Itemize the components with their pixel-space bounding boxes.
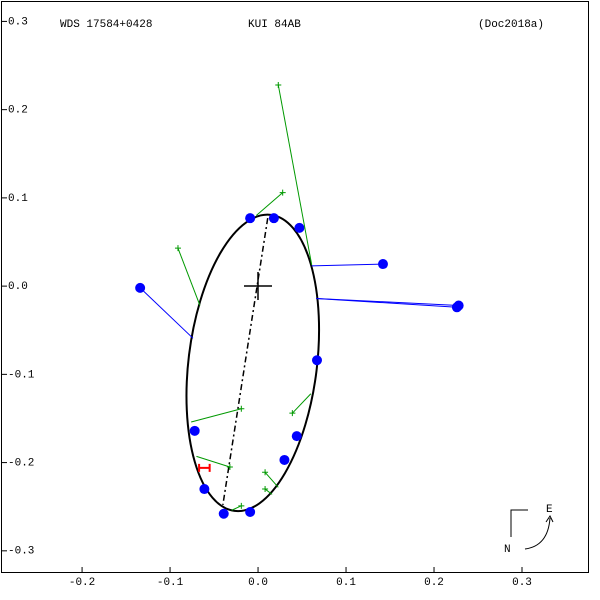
observation [291,431,302,442]
observation [262,469,269,476]
observation [199,484,210,495]
observation [294,222,305,233]
observation [451,302,462,313]
observation [238,502,245,509]
observation [226,464,233,470]
y-tick-label: -0.2 [8,457,34,469]
x-tick-label: -0.2 [69,577,95,589]
observation [174,245,181,252]
residual-line [177,247,201,306]
observation [135,282,146,293]
x-tick-label: 0.3 [512,577,532,589]
y-tick-label: -0.1 [8,369,35,381]
y-tick-label: -0.3 [8,546,34,558]
frame [1,1,589,573]
compass-east: E [546,504,553,516]
observation [218,508,229,519]
residual-line [277,84,313,266]
observation [262,486,269,493]
line-of-apsides [222,218,269,506]
y-tick-label: 0.2 [8,105,28,117]
chart-title: WDS 17584+0428 [60,19,152,31]
residual-line [231,505,242,511]
x-tick-label: 0.1 [336,577,356,589]
y-tick-label: 0.1 [8,193,28,205]
observation [279,189,286,196]
compass [510,509,554,550]
chart-subtitle: KUI 84AB [248,19,301,31]
reference: (Doc2018a) [478,19,544,31]
observation [268,213,279,224]
observation [238,405,245,412]
residual-line [139,287,194,339]
residual-line [291,393,312,414]
residual-line [316,297,457,308]
observation [275,81,282,88]
y-tick-label: 0.0 [8,281,28,293]
residual-line [264,488,273,495]
error-bar [198,463,211,472]
x-tick-label: -0.1 [157,577,184,589]
observation [377,259,388,270]
x-tick-label: 0.2 [424,577,444,589]
compass-axes [510,509,528,537]
residual-line [264,471,279,488]
y-tick-label: 0.3 [8,16,28,28]
observation [245,213,256,224]
residual-line [311,263,384,267]
observation [289,410,296,417]
residual-line [196,455,231,468]
observation [189,425,200,436]
compass-arrow [524,515,554,550]
observation [245,507,256,517]
residual-line [191,408,242,423]
observation [279,454,290,465]
residual-line [255,192,284,216]
x-tick-label: 0.0 [248,577,268,589]
compass-north: N [504,544,511,556]
observation [311,355,322,366]
